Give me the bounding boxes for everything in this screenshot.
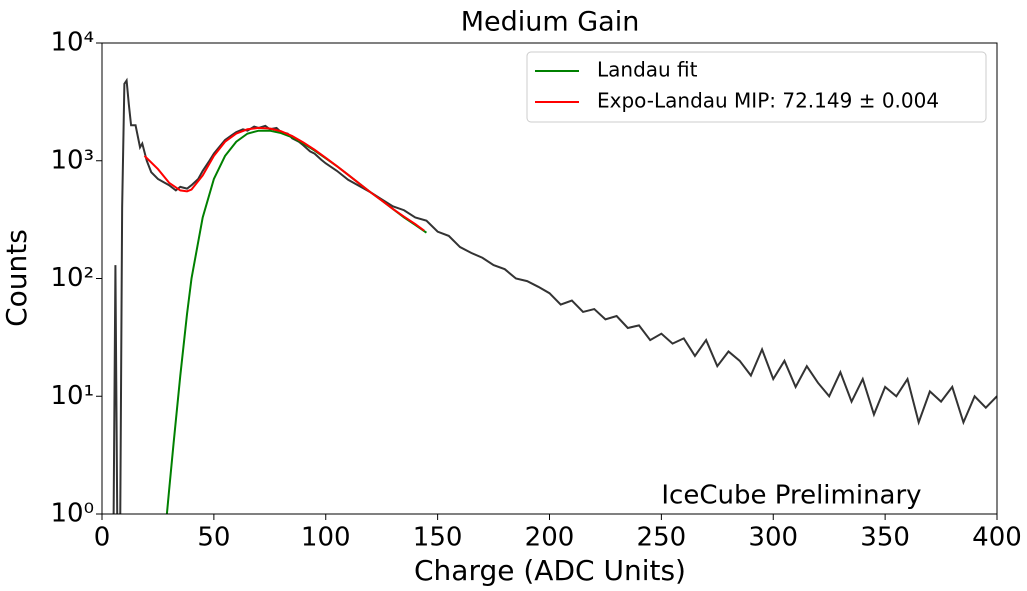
y-tick-label: 10³ — [50, 145, 94, 175]
x-tick-label: 300 — [748, 523, 798, 553]
legend-label: Landau fit — [597, 58, 698, 82]
y-tick-label: 10² — [50, 263, 94, 293]
x-tick-label: 350 — [860, 523, 910, 553]
y-tick-label: 10¹ — [50, 381, 94, 411]
series-line — [165, 129, 428, 514]
x-tick-label: 400 — [972, 523, 1022, 553]
x-axis-label: Charge (ADC Units) — [414, 554, 686, 587]
x-tick-label: 150 — [413, 523, 463, 553]
chart-title: Medium Gain — [461, 7, 640, 38]
x-tick-label: 0 — [94, 523, 111, 553]
legend-label: Expo-Landau MIP: 72.149 ± 0.004 — [597, 89, 939, 113]
legend-box — [526, 51, 987, 123]
y-axis-label: Counts — [0, 229, 33, 327]
y-tick-label: 10⁰ — [50, 499, 94, 529]
plot-area — [112, 77, 997, 514]
x-tick-label: 50 — [197, 523, 230, 553]
x-tick-label: 100 — [301, 523, 351, 553]
series-line — [143, 126, 425, 232]
y-tick-label: 10⁴ — [50, 28, 94, 58]
x-tick-label: 200 — [525, 523, 575, 553]
x-tick-label: 250 — [637, 523, 687, 553]
annotation: IceCube Preliminary — [661, 481, 921, 511]
